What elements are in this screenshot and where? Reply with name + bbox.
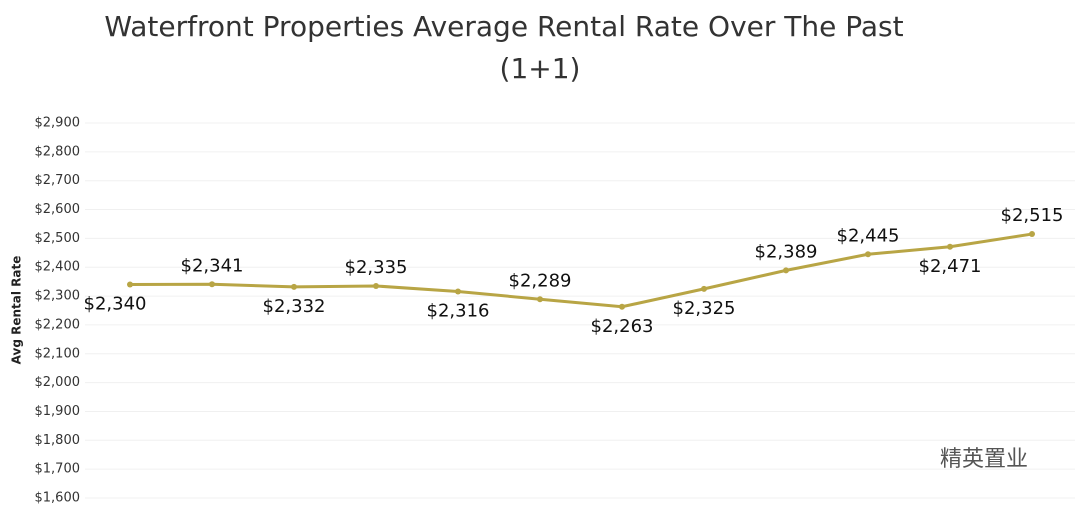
point	[373, 282, 379, 289]
point	[1029, 231, 1035, 238]
data-label: $2,515	[1001, 205, 1064, 226]
data-label: $2,389	[755, 241, 818, 262]
y-tick-label: $2,000	[35, 375, 81, 390]
y-tick-label: $2,700	[35, 173, 81, 188]
data-label: $2,340	[84, 294, 147, 315]
line	[129, 232, 1033, 309]
point	[455, 288, 461, 295]
data-label: $2,289	[509, 270, 572, 291]
point	[127, 281, 133, 288]
y-tick-label: $2,900	[35, 116, 81, 131]
point	[537, 296, 543, 303]
data-label: $2,325	[673, 298, 736, 319]
y-axis-label: Avg Rental Rate	[10, 256, 24, 365]
data-label: $2,316	[427, 300, 490, 321]
point	[947, 243, 953, 250]
y-tick-label: $2,600	[35, 202, 81, 217]
y-tick-label: $2,300	[35, 289, 81, 304]
data-label: $2,445	[837, 225, 900, 246]
point	[701, 285, 707, 292]
point	[865, 251, 871, 258]
data-label: $2,332	[263, 296, 326, 317]
data-label: $2,263	[591, 316, 654, 337]
y-tick-label: $1,900	[35, 404, 81, 419]
y-tick-label: $1,800	[35, 433, 81, 448]
chart-subtitle: (1+1)	[500, 52, 581, 85]
y-tick-label: $1,600	[35, 491, 81, 506]
y-tick-label: $2,500	[35, 231, 81, 246]
point	[291, 283, 297, 290]
y-tick-label: $2,100	[35, 346, 81, 361]
y-tick-label: $1,700	[35, 462, 81, 477]
data-label: $2,335	[345, 257, 408, 278]
data-label: $2,341	[181, 255, 244, 276]
y-tick-label: $2,400	[35, 260, 81, 275]
chart-title: Waterfront Properties Average Rental Rat…	[104, 10, 903, 43]
data-label: $2,471	[919, 256, 982, 277]
point	[783, 267, 789, 274]
point	[619, 303, 625, 310]
y-tick-label: $2,200	[35, 317, 81, 332]
y-tick-label: $2,800	[35, 144, 81, 159]
point	[209, 281, 215, 288]
watermark: 精英置业	[940, 447, 1028, 472]
